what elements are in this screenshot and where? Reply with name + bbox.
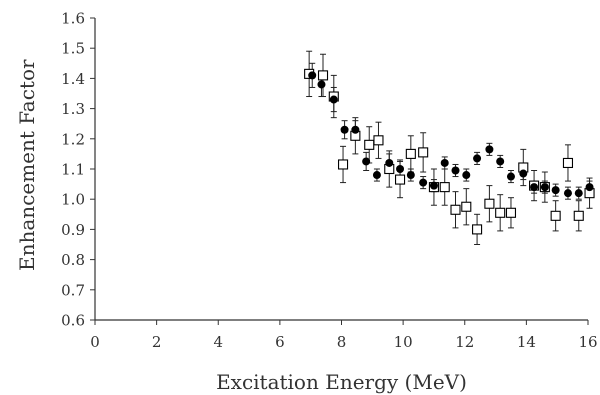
- open-square-marker: [337, 159, 349, 170]
- filled-circle-marker: [362, 157, 371, 166]
- filled-circle-marker: [473, 154, 482, 163]
- y-tick-labels: 0.6 0.7 0.8 0.9 1.0 1.1 1.2 1.3 1.4 1.5 1.6: [61, 10, 85, 330]
- x-tick-label: 8: [337, 333, 347, 351]
- x-tick-label: 2: [152, 333, 162, 351]
- x-tick-label: 16: [578, 333, 597, 351]
- open-square-marker: [550, 210, 561, 221]
- filled-circle-marker: [419, 178, 428, 187]
- x-tick-label: 0: [90, 333, 100, 351]
- y-tick-label: 1.2: [61, 130, 85, 148]
- data-markers: [304, 68, 595, 235]
- y-tick-label: 0.9: [61, 221, 85, 239]
- y-tick-label: 0.7: [61, 281, 85, 299]
- y-tick-label: 1.4: [61, 70, 85, 88]
- filled-circle-marker: [563, 189, 572, 198]
- x-tick-labels: 0 2 4 6 8 10 12 14 16: [90, 333, 597, 351]
- filled-circle-marker: [551, 186, 560, 195]
- open-square-marker: [394, 174, 406, 185]
- filled-circle-marker: [329, 95, 338, 104]
- open-square-marker: [364, 139, 375, 150]
- filled-circle-marker: [351, 125, 360, 134]
- filled-circle-marker: [429, 181, 438, 190]
- filled-circle-marker: [372, 171, 381, 180]
- filled-circle-marker: [574, 189, 583, 198]
- error-bars: [306, 50, 593, 245]
- y-tick-label: 1.5: [61, 40, 85, 58]
- filled-circle-marker: [496, 157, 505, 166]
- y-tick-label: 1.1: [61, 161, 85, 179]
- y-tick-label: 1.6: [61, 10, 85, 28]
- filled-circle-marker: [519, 169, 528, 178]
- x-tick-label: 4: [213, 333, 223, 351]
- y-tick-label: 0.8: [61, 251, 85, 269]
- open-square-marker: [461, 201, 472, 212]
- x-tick-label: 12: [455, 333, 474, 351]
- filled-circle-marker: [440, 158, 449, 167]
- filled-circle-marker: [530, 183, 539, 192]
- y-axis-title: Enhancement Factor: [15, 59, 39, 271]
- x-tick-label: 14: [517, 333, 536, 351]
- filled-circle-marker: [585, 183, 594, 192]
- filled-circle-marker: [406, 171, 415, 180]
- open-square-marker: [405, 148, 416, 159]
- open-square-marker: [450, 204, 461, 215]
- open-square-marker: [484, 198, 495, 209]
- open-square-marker: [505, 207, 517, 218]
- open-square-marker: [573, 210, 584, 221]
- x-tick-label: 6: [275, 333, 285, 351]
- open-square-marker: [472, 224, 483, 235]
- filled-circle-marker: [485, 145, 494, 154]
- open-square-marker: [439, 182, 450, 193]
- x-axis-title: Excitation Energy (MeV): [216, 370, 467, 394]
- open-square-marker: [317, 70, 329, 81]
- filled-circle-marker: [462, 171, 471, 180]
- open-square-marker: [373, 135, 384, 146]
- open-square-marker: [562, 157, 574, 169]
- filled-circle-marker: [396, 165, 405, 173]
- x-tick-label: 10: [394, 333, 413, 351]
- y-tick-label: 0.6: [61, 312, 85, 330]
- filled-circle-marker: [540, 183, 549, 192]
- filled-circle-marker: [308, 71, 317, 80]
- open-square-marker: [418, 147, 429, 158]
- axes: [90, 17, 589, 325]
- filled-circle-marker: [340, 125, 349, 134]
- filled-circle-marker: [451, 166, 460, 175]
- filled-circle-marker: [385, 158, 394, 167]
- y-tick-label: 1.3: [61, 100, 85, 118]
- filled-circle-marker: [506, 172, 515, 181]
- y-tick-label: 1.0: [61, 191, 85, 209]
- open-square-marker: [495, 207, 506, 218]
- filled-circle-marker: [317, 80, 326, 89]
